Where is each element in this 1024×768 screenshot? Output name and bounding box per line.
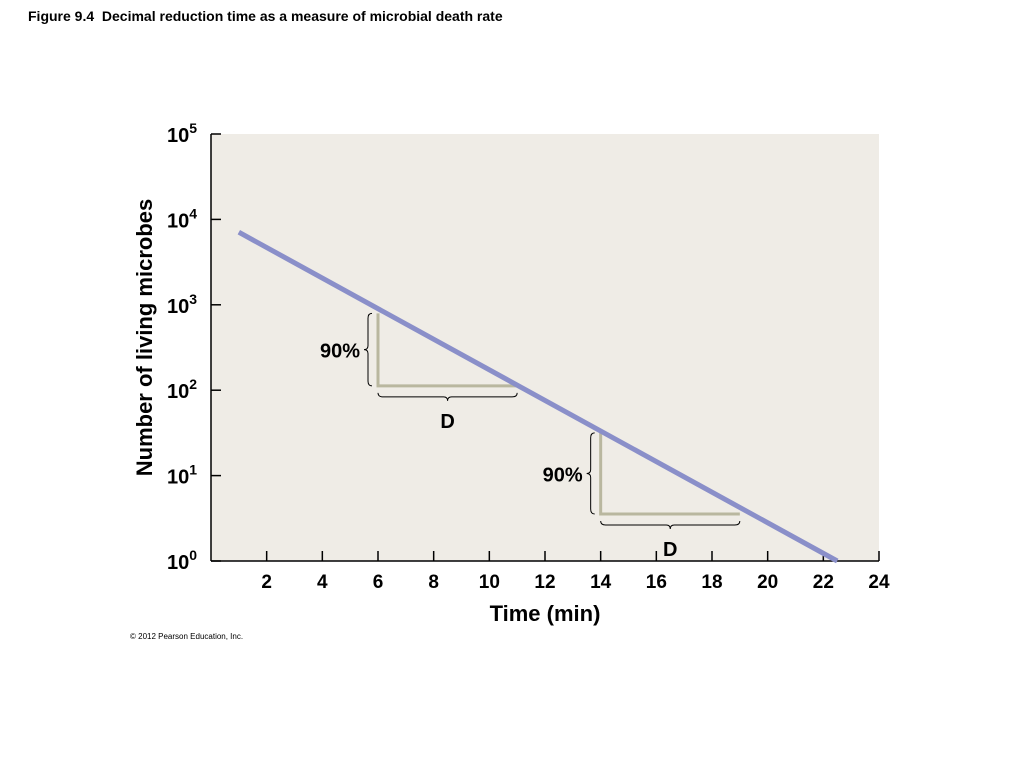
y-axis-ticks: 100 101 102 103 104 105 — [167, 120, 221, 574]
x-axis-ticks: 2 4 6 8 10 12 14 16 18 20 22 24 — [261, 551, 890, 593]
x-tick-label: 8 — [428, 572, 439, 593]
y-tick-label: 104 — [167, 205, 197, 232]
y-tick-label: 103 — [167, 291, 197, 318]
x-tick-label: 12 — [534, 572, 555, 593]
x-tick-label: 18 — [701, 572, 722, 593]
x-tick-label: 24 — [868, 572, 890, 593]
x-axis-label: Time (min) — [490, 601, 601, 626]
x-tick-label: 16 — [646, 572, 667, 593]
x-tick-label: 22 — [813, 572, 834, 593]
annotations: 90% D 90% D — [320, 312, 741, 561]
percent-label: 90% — [543, 464, 583, 486]
d-label: D — [663, 539, 677, 561]
x-tick-label: 14 — [590, 572, 612, 593]
series — [237, 230, 839, 564]
x-tick-label: 20 — [757, 572, 778, 593]
decimal-reduction-step — [599, 432, 740, 516]
d-brace — [600, 520, 741, 530]
plot-background — [211, 134, 879, 561]
x-tick-label: 4 — [317, 572, 328, 593]
y-axis-label: Number of living microbes — [132, 199, 157, 477]
percent-brace — [586, 432, 595, 515]
figure-title: Figure 9.4 Decimal reduction time as a m… — [28, 8, 503, 24]
x-tick-label: 10 — [479, 572, 500, 593]
y-tick-label: 105 — [167, 120, 197, 147]
y-tick-label: 100 — [167, 547, 197, 574]
y-tick-label: 101 — [167, 462, 197, 489]
percent-label: 90% — [320, 341, 360, 363]
y-tick-label: 102 — [167, 376, 197, 403]
decimal-reduction-step — [376, 313, 518, 388]
d-label: D — [440, 411, 454, 433]
d-brace — [377, 392, 518, 401]
death-rate-line — [237, 230, 839, 564]
x-tick-label: 6 — [373, 572, 384, 593]
percent-brace — [363, 312, 373, 387]
copyright-notice: © 2012 Pearson Education, Inc. — [130, 632, 244, 641]
x-tick-label: 2 — [261, 572, 272, 593]
